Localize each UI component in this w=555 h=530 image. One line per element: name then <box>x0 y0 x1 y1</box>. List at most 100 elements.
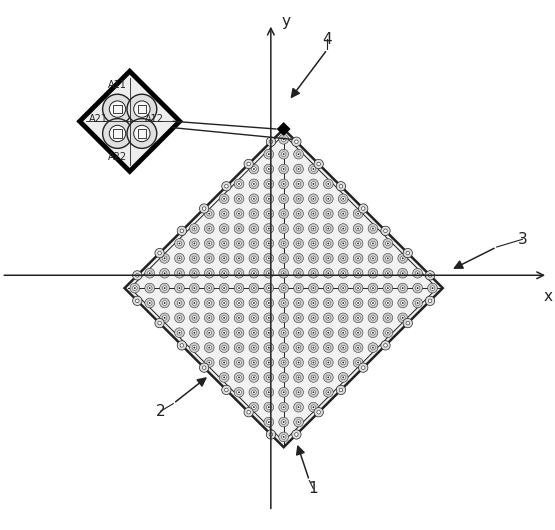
Circle shape <box>192 330 196 335</box>
Circle shape <box>342 302 344 304</box>
Circle shape <box>309 283 319 293</box>
Circle shape <box>311 182 316 186</box>
Circle shape <box>282 168 285 170</box>
Circle shape <box>312 376 314 378</box>
Circle shape <box>282 376 285 378</box>
Circle shape <box>353 313 363 323</box>
Circle shape <box>311 405 316 410</box>
Circle shape <box>251 315 256 320</box>
Circle shape <box>281 420 286 425</box>
Circle shape <box>204 313 214 323</box>
Circle shape <box>309 253 319 263</box>
Circle shape <box>103 119 133 148</box>
Circle shape <box>339 358 348 367</box>
Circle shape <box>189 224 199 233</box>
Circle shape <box>180 343 184 347</box>
Circle shape <box>294 224 304 233</box>
Circle shape <box>234 209 244 218</box>
Circle shape <box>294 417 304 427</box>
Circle shape <box>175 253 184 263</box>
Circle shape <box>312 302 314 304</box>
Circle shape <box>264 313 274 323</box>
Circle shape <box>223 376 225 378</box>
Circle shape <box>219 224 229 233</box>
Circle shape <box>279 135 289 144</box>
Circle shape <box>266 420 271 425</box>
Circle shape <box>342 213 344 215</box>
Circle shape <box>238 361 240 364</box>
Circle shape <box>327 183 329 185</box>
Circle shape <box>417 287 418 289</box>
Circle shape <box>249 373 259 382</box>
Circle shape <box>192 256 196 261</box>
Circle shape <box>387 287 388 289</box>
Circle shape <box>297 332 300 334</box>
Circle shape <box>282 391 285 393</box>
Circle shape <box>282 347 285 349</box>
Circle shape <box>244 160 253 169</box>
Circle shape <box>249 328 259 338</box>
Circle shape <box>353 298 363 308</box>
Circle shape <box>415 301 420 305</box>
Circle shape <box>326 360 331 365</box>
Circle shape <box>222 226 226 231</box>
Circle shape <box>189 298 199 308</box>
Circle shape <box>297 213 300 215</box>
Circle shape <box>251 375 256 379</box>
Circle shape <box>357 347 359 349</box>
Circle shape <box>279 209 289 218</box>
Circle shape <box>208 302 210 304</box>
Circle shape <box>282 138 285 140</box>
Circle shape <box>268 258 270 259</box>
Circle shape <box>371 256 375 261</box>
Circle shape <box>368 238 378 249</box>
Circle shape <box>327 228 329 229</box>
Circle shape <box>383 268 393 278</box>
Circle shape <box>371 346 375 350</box>
Circle shape <box>357 332 359 334</box>
Circle shape <box>282 406 285 408</box>
Circle shape <box>327 376 329 378</box>
Circle shape <box>294 387 304 397</box>
Circle shape <box>324 238 333 249</box>
Circle shape <box>342 347 344 349</box>
Circle shape <box>225 184 228 188</box>
Circle shape <box>281 286 286 290</box>
Circle shape <box>386 330 390 335</box>
Circle shape <box>368 268 378 278</box>
Circle shape <box>359 204 368 213</box>
Circle shape <box>179 287 180 289</box>
Circle shape <box>403 249 412 258</box>
Circle shape <box>189 238 199 249</box>
Circle shape <box>234 238 244 249</box>
Circle shape <box>207 211 211 216</box>
Circle shape <box>234 179 244 189</box>
Circle shape <box>327 302 329 304</box>
Circle shape <box>312 272 314 274</box>
Circle shape <box>296 211 301 216</box>
Circle shape <box>238 198 240 200</box>
Circle shape <box>207 301 211 305</box>
Circle shape <box>208 228 210 229</box>
Circle shape <box>219 194 229 204</box>
Circle shape <box>268 228 270 229</box>
Circle shape <box>134 287 136 289</box>
Circle shape <box>326 346 331 350</box>
Circle shape <box>266 346 271 350</box>
Circle shape <box>296 405 301 410</box>
Circle shape <box>251 167 256 171</box>
Circle shape <box>281 346 286 350</box>
Circle shape <box>371 241 375 246</box>
Circle shape <box>219 298 229 308</box>
Circle shape <box>204 283 214 293</box>
Circle shape <box>413 298 422 308</box>
Circle shape <box>207 315 211 320</box>
Circle shape <box>266 390 271 395</box>
Circle shape <box>341 211 346 216</box>
Circle shape <box>398 298 407 308</box>
Circle shape <box>309 313 319 323</box>
Circle shape <box>387 302 388 304</box>
Circle shape <box>428 273 432 277</box>
Circle shape <box>219 253 229 263</box>
Circle shape <box>236 256 241 261</box>
